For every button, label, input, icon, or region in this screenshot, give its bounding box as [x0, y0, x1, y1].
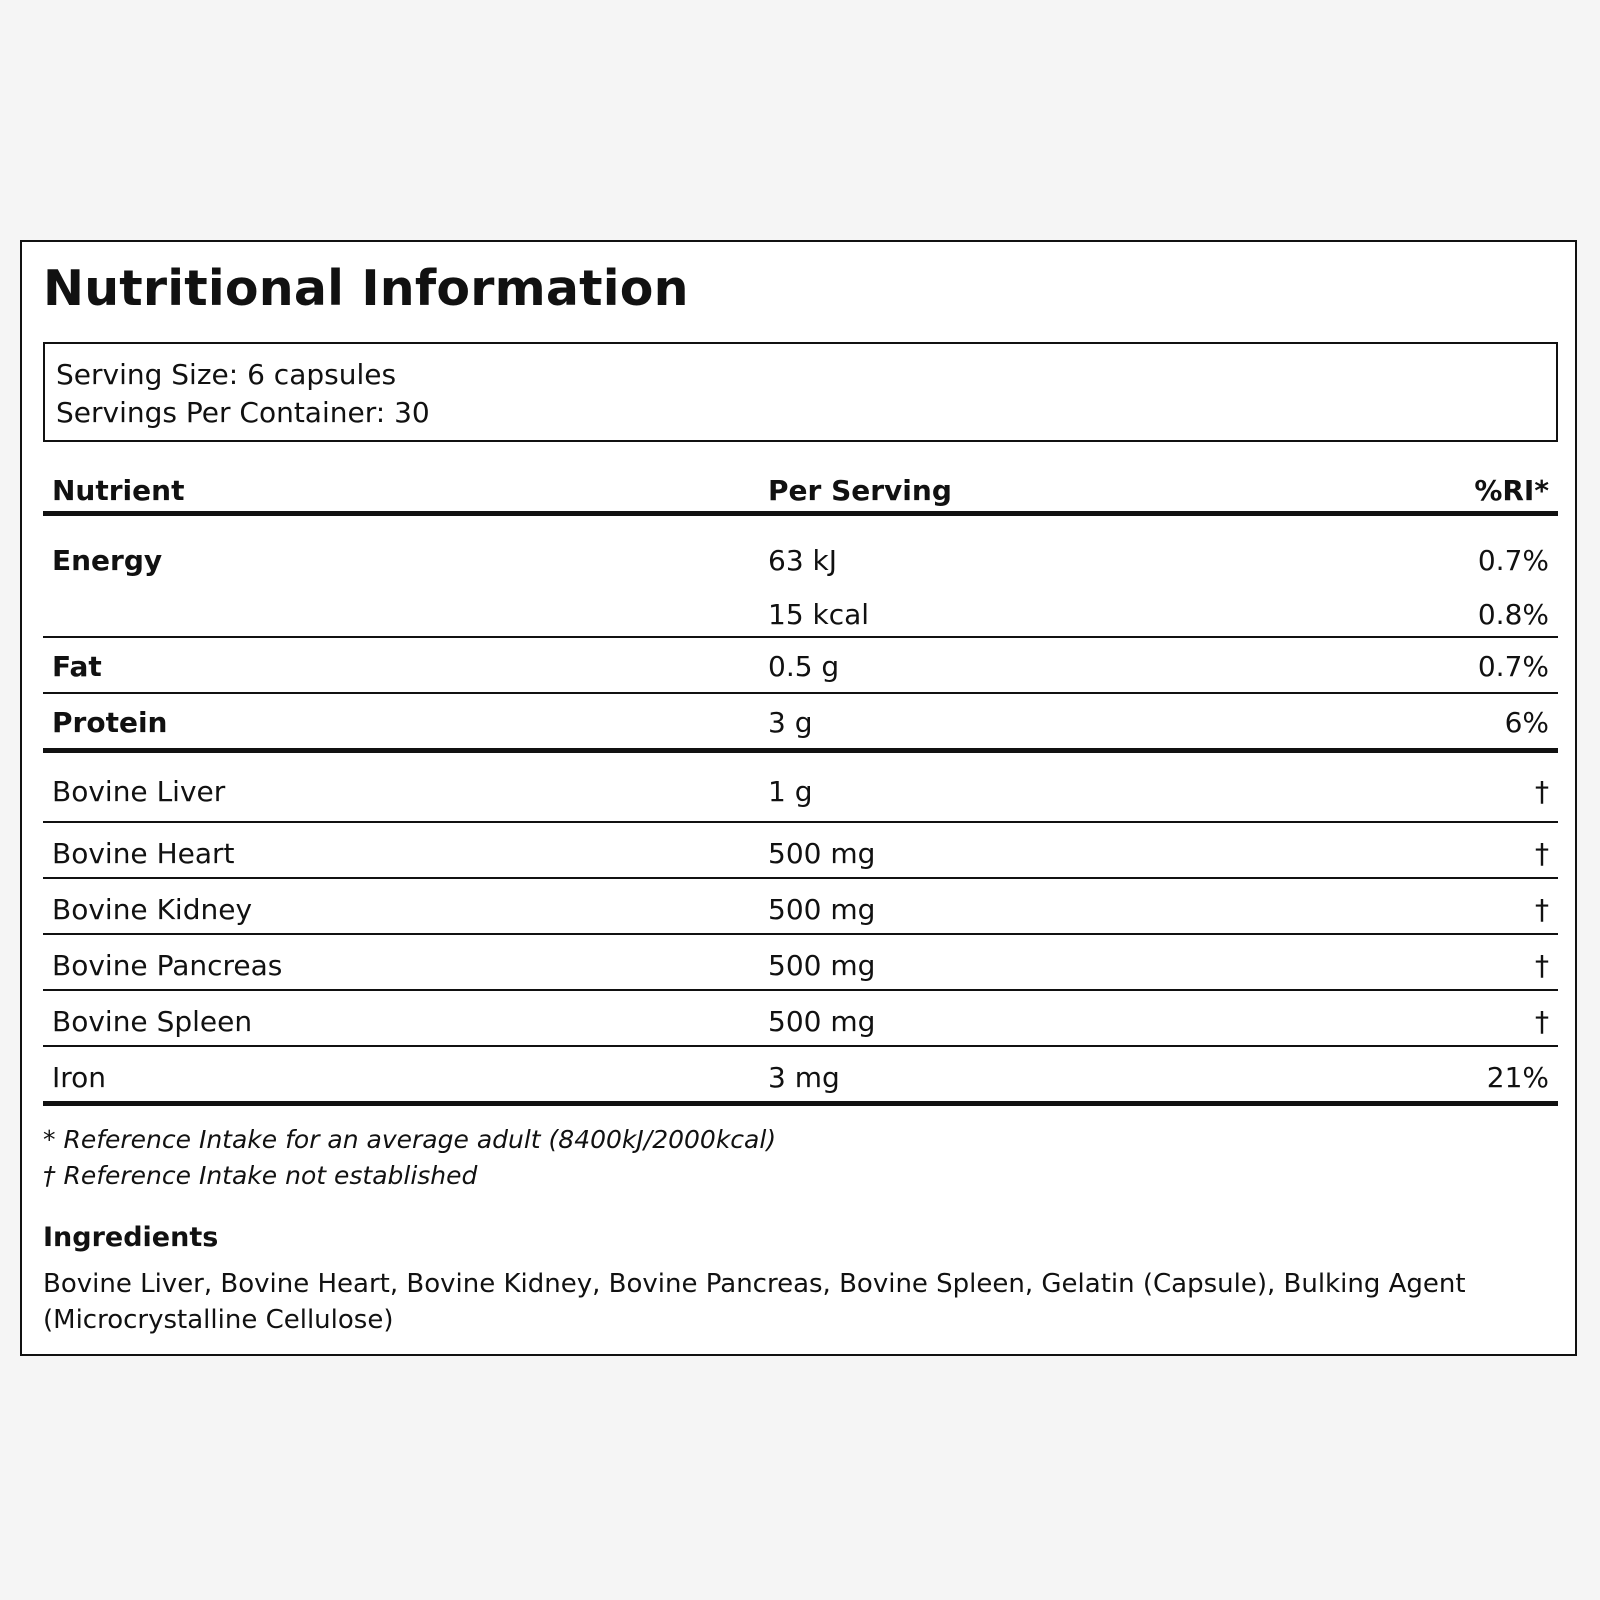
- nutrient-name: Bovine Pancreas: [52, 949, 283, 982]
- header-per-serving: Per Serving: [768, 474, 952, 507]
- nutrient-amount: 1 g: [768, 775, 813, 808]
- table-header-row: Nutrient Per Serving %RI*: [43, 464, 1558, 516]
- nutrient-ri: 0.7%: [1477, 650, 1549, 683]
- nutrient-name: Iron: [52, 1061, 107, 1094]
- serving-info-box: Serving Size: 6 capsules Servings Per Co…: [43, 342, 1558, 442]
- nutrient-amount: 500 mg: [768, 1005, 876, 1038]
- servings-per-container: Servings Per Container: 30: [56, 396, 430, 429]
- table-row-bovine-kidney: Bovine Kidney 500 mg †: [43, 879, 1558, 935]
- nutrition-table: Nutrient Per Serving %RI* Energy 63 kJ 0…: [43, 464, 1558, 1106]
- header-nutrient: Nutrient: [52, 474, 185, 507]
- energy-kj-value: 63 kJ: [768, 544, 838, 577]
- table-row-energy: Energy 63 kJ 0.7% 15 kcal 0.8%: [43, 516, 1558, 638]
- serving-size: Serving Size: 6 capsules: [56, 358, 397, 391]
- footnote-reference-intake: * Reference Intake for an average adult …: [43, 1125, 777, 1154]
- nutrient-amount: 500 mg: [768, 837, 876, 870]
- nutrient-name: Bovine Kidney: [52, 893, 253, 926]
- nutrient-name: Bovine Spleen: [52, 1005, 253, 1038]
- ingredients-list: Bovine Liver, Bovine Heart, Bovine Kidne…: [43, 1269, 1466, 1335]
- nutrient-ri: †: [1535, 893, 1549, 926]
- energy-kj-ri: 0.7%: [1477, 544, 1549, 577]
- nutrition-panel: Nutritional Information Serving Size: 6 …: [20, 240, 1577, 1356]
- table-row-bovine-liver: Bovine Liver 1 g †: [43, 753, 1558, 823]
- nutrient-ri: †: [1535, 775, 1549, 808]
- footnote-not-established: † Reference Intake not established: [43, 1161, 478, 1190]
- nutrient-amount: 3 g: [768, 706, 813, 739]
- table-row-protein: Protein 3 g 6%: [43, 694, 1558, 753]
- nutrient-name: Bovine Liver: [52, 775, 226, 808]
- header-ri: %RI*: [1474, 474, 1549, 507]
- footnotes: * Reference Intake for an average adult …: [43, 1122, 776, 1194]
- nutrient-ri: †: [1535, 949, 1549, 982]
- energy-kcal-ri: 0.8%: [1477, 598, 1549, 631]
- nutrient-amount: 500 mg: [768, 893, 876, 926]
- nutrient-name: Protein: [52, 706, 168, 739]
- ingredients-heading: Ingredients: [43, 1222, 219, 1253]
- nutrient-ri: 6%: [1504, 706, 1549, 739]
- table-row-fat: Fat 0.5 g 0.7%: [43, 638, 1558, 694]
- table-row-bovine-pancreas: Bovine Pancreas 500 mg †: [43, 935, 1558, 991]
- nutrient-ri: †: [1535, 1005, 1549, 1038]
- page-title: Nutritional Information: [43, 260, 689, 317]
- energy-kcal-value: 15 kcal: [768, 598, 870, 631]
- nutrient-ri: 21%: [1486, 1061, 1549, 1094]
- nutrient-ri: †: [1535, 837, 1549, 870]
- nutrient-amount: 0.5 g: [768, 650, 840, 683]
- nutrient-amount: 500 mg: [768, 949, 876, 982]
- nutrient-name: Fat: [52, 650, 102, 683]
- nutrient-amount: 3 mg: [768, 1061, 840, 1094]
- table-row-iron: Iron 3 mg 21%: [43, 1047, 1558, 1106]
- table-row-bovine-spleen: Bovine Spleen 500 mg †: [43, 991, 1558, 1047]
- nutrient-name: Energy: [52, 544, 163, 577]
- table-row-bovine-heart: Bovine Heart 500 mg †: [43, 823, 1558, 879]
- nutrient-name: Bovine Heart: [52, 837, 235, 870]
